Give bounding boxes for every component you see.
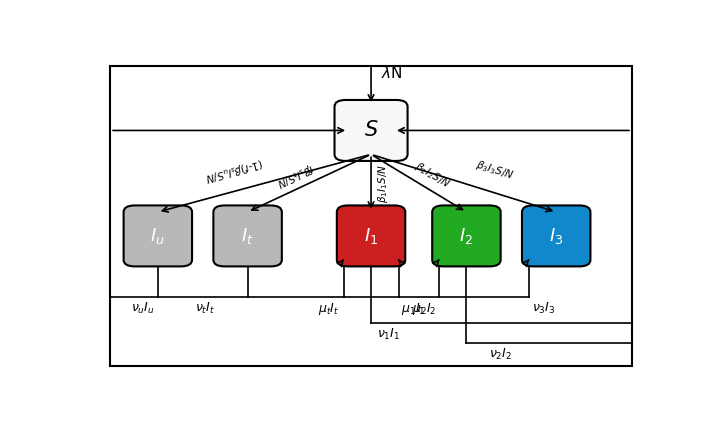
Text: $\lambda$N: $\lambda$N	[381, 65, 403, 81]
Text: $I_1$: $I_1$	[364, 226, 378, 246]
Text: $\nu_1I_1$: $\nu_1I_1$	[376, 327, 400, 342]
Text: $\mu_1I_1$: $\mu_1I_1$	[401, 301, 426, 317]
Text: $\nu_3I_3$: $\nu_3I_3$	[531, 301, 555, 316]
Text: $\nu_uI_u$: $\nu_uI_u$	[131, 301, 155, 316]
FancyBboxPatch shape	[214, 205, 282, 266]
Text: $\mu_tI_t$: $\mu_tI_t$	[318, 301, 339, 317]
Text: $\nu_2I_2$: $\nu_2I_2$	[489, 347, 512, 362]
Text: $\beta_1I_1S/N$: $\beta_1I_1S/N$	[376, 163, 390, 203]
Text: $\nu_tI_t$: $\nu_tI_t$	[195, 301, 216, 316]
Text: $\mu_2I_2$: $\mu_2I_2$	[412, 301, 436, 317]
FancyBboxPatch shape	[337, 205, 405, 266]
Text: $I_2$: $I_2$	[460, 226, 473, 246]
Text: $\beta_3I_3S/N$: $\beta_3I_3S/N$	[473, 158, 515, 182]
Text: $I_3$: $I_3$	[549, 226, 563, 246]
Text: $f\beta_sI_tS/N$: $f\beta_sI_tS/N$	[274, 160, 316, 190]
Text: $I_u$: $I_u$	[151, 226, 165, 246]
Text: S: S	[364, 120, 378, 140]
FancyBboxPatch shape	[334, 100, 408, 161]
Text: $\beta_2I_2S/N$: $\beta_2I_2S/N$	[413, 159, 453, 191]
FancyBboxPatch shape	[124, 205, 192, 266]
Text: $(1$-$f)\beta_sI_uS/N$: $(1$-$f)\beta_sI_uS/N$	[203, 155, 264, 184]
FancyBboxPatch shape	[522, 205, 591, 266]
FancyBboxPatch shape	[432, 205, 501, 266]
Text: $I_t$: $I_t$	[241, 226, 254, 246]
